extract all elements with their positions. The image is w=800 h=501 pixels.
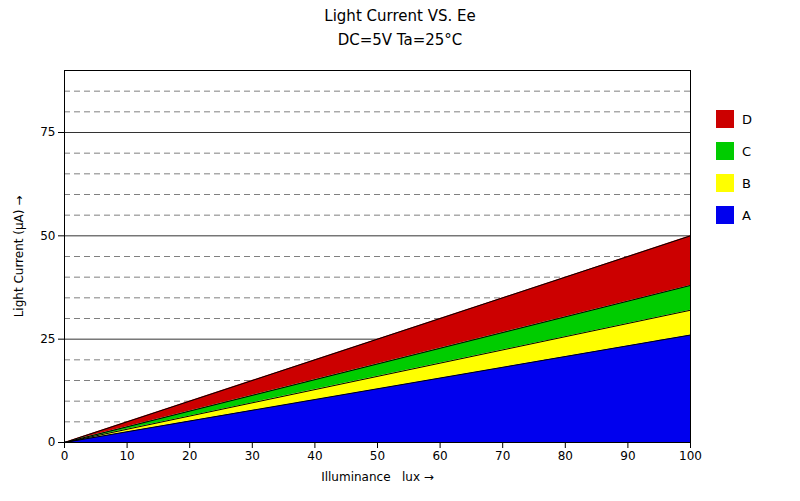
svg-text:30: 30 xyxy=(245,449,260,463)
svg-text:90: 90 xyxy=(620,449,635,463)
svg-text:60: 60 xyxy=(432,449,447,463)
svg-text:0: 0 xyxy=(48,435,56,449)
html-text:A: A xyxy=(742,207,751,223)
svg-text:Illuminance lux →: Illuminance lux → xyxy=(321,470,434,484)
html-text:D: D xyxy=(742,111,752,127)
svg-text:0: 0 xyxy=(61,449,69,463)
svg-text:50: 50 xyxy=(40,229,55,243)
html-text:C: C xyxy=(742,143,752,159)
svg-text:40: 40 xyxy=(307,449,322,463)
svg-text:10: 10 xyxy=(119,449,134,463)
svg-text:50: 50 xyxy=(370,449,385,463)
html-text:Light Current VS. Ee: Light Current VS. Ee xyxy=(324,7,476,25)
html-text:DC=5V Ta=25°C: DC=5V Ta=25°C xyxy=(337,31,463,49)
html-text:B: B xyxy=(742,175,751,191)
svg-text:100: 100 xyxy=(679,449,702,463)
svg-text:20: 20 xyxy=(182,449,197,463)
svg-text:70: 70 xyxy=(495,449,510,463)
svg-text:25: 25 xyxy=(40,332,55,346)
svg-text:80: 80 xyxy=(558,449,573,463)
svg-text:75: 75 xyxy=(40,125,55,139)
svg-text:Light Current (μA) →: Light Current (μA) → xyxy=(12,196,26,318)
